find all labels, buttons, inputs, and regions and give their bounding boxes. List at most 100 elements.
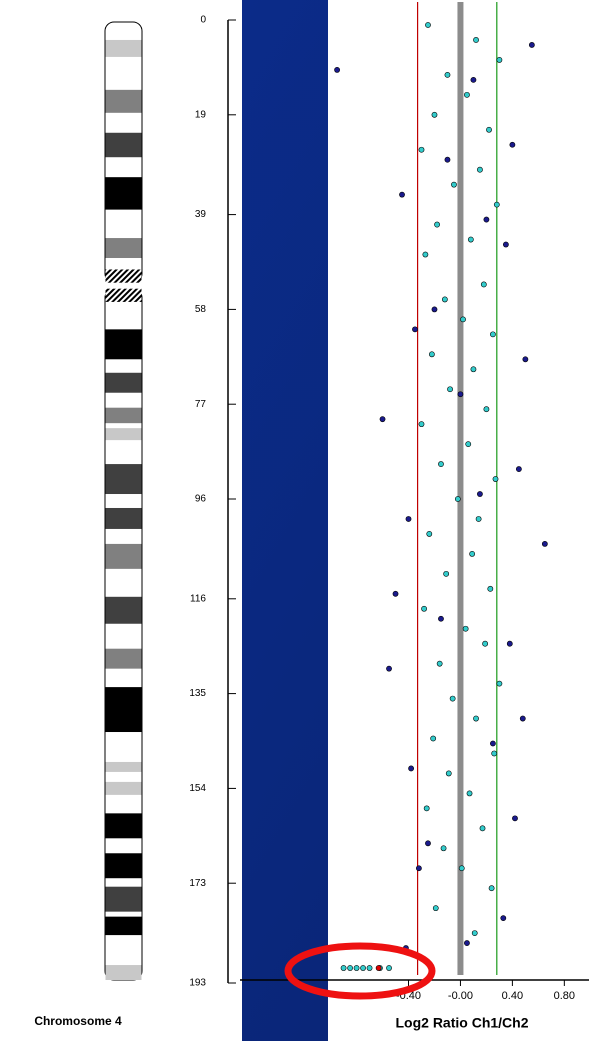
centromere-gap bbox=[104, 282, 143, 289]
point bbox=[438, 461, 444, 467]
point bbox=[462, 625, 469, 632]
x-axis-title: Log2 Ratio Ch1/Ch2 bbox=[395, 1015, 528, 1031]
band bbox=[105, 687, 142, 733]
point bbox=[471, 930, 478, 937]
y-tick-label: 77 bbox=[195, 399, 207, 410]
band bbox=[105, 761, 142, 772]
point bbox=[491, 750, 498, 757]
point bbox=[444, 156, 451, 163]
point bbox=[464, 940, 470, 946]
point bbox=[512, 815, 518, 822]
point bbox=[475, 516, 482, 522]
point bbox=[483, 406, 490, 413]
point bbox=[334, 66, 340, 73]
point bbox=[515, 466, 522, 472]
point bbox=[360, 965, 366, 971]
point bbox=[466, 790, 473, 797]
point bbox=[477, 166, 483, 173]
band bbox=[105, 329, 142, 360]
band bbox=[105, 177, 142, 210]
band bbox=[105, 372, 142, 393]
point bbox=[477, 491, 483, 497]
band bbox=[105, 464, 142, 495]
band bbox=[105, 596, 142, 624]
point bbox=[464, 91, 470, 98]
band bbox=[105, 916, 142, 936]
band bbox=[105, 965, 142, 981]
point bbox=[379, 416, 386, 423]
point bbox=[430, 735, 437, 742]
point bbox=[425, 840, 431, 847]
point bbox=[458, 865, 465, 872]
point bbox=[528, 42, 535, 48]
point bbox=[490, 740, 496, 747]
point bbox=[502, 241, 509, 248]
band bbox=[105, 39, 142, 57]
point bbox=[470, 76, 477, 83]
ideogram-title: Chromosome 4 bbox=[34, 1014, 122, 1028]
band bbox=[105, 89, 142, 113]
point bbox=[470, 366, 477, 373]
point bbox=[421, 605, 427, 612]
point bbox=[408, 765, 415, 772]
point bbox=[340, 965, 347, 971]
point bbox=[412, 326, 418, 333]
point bbox=[493, 201, 500, 208]
y-tick-label: 58 bbox=[195, 304, 207, 315]
point bbox=[431, 306, 438, 313]
band bbox=[105, 886, 142, 912]
point bbox=[469, 550, 476, 557]
point bbox=[483, 216, 490, 223]
point bbox=[445, 770, 452, 777]
point bbox=[422, 251, 429, 258]
point bbox=[473, 37, 479, 43]
band bbox=[105, 407, 142, 424]
band bbox=[105, 428, 142, 441]
point bbox=[454, 496, 461, 502]
point bbox=[347, 965, 353, 971]
point bbox=[405, 516, 412, 522]
point bbox=[441, 296, 448, 303]
point bbox=[449, 695, 456, 702]
point bbox=[440, 845, 447, 852]
point bbox=[428, 351, 435, 358]
y-tick-label: 116 bbox=[190, 593, 206, 604]
x-tick-label: 0.80 bbox=[554, 990, 575, 1002]
point bbox=[519, 715, 526, 722]
point bbox=[488, 885, 495, 892]
point bbox=[434, 221, 440, 228]
point bbox=[392, 590, 399, 597]
point bbox=[541, 541, 548, 547]
point bbox=[482, 640, 489, 647]
y-tick-label: 96 bbox=[195, 494, 207, 505]
x-tick-label: 0.40 bbox=[502, 990, 523, 1002]
point bbox=[473, 715, 479, 722]
point bbox=[443, 570, 450, 577]
point bbox=[500, 915, 507, 922]
point bbox=[353, 965, 360, 971]
point bbox=[418, 146, 425, 153]
point bbox=[432, 905, 439, 912]
band bbox=[105, 507, 142, 529]
band bbox=[105, 543, 142, 569]
point bbox=[426, 531, 433, 537]
point bbox=[522, 356, 529, 363]
point bbox=[487, 585, 494, 592]
point bbox=[386, 965, 392, 971]
point bbox=[431, 111, 438, 118]
y-tick-label: 19 bbox=[195, 109, 207, 120]
y-tick-label: 154 bbox=[189, 783, 206, 794]
point bbox=[451, 181, 457, 188]
y-tick-label: 173 bbox=[189, 878, 206, 889]
point bbox=[436, 660, 443, 667]
band bbox=[105, 853, 142, 879]
point bbox=[465, 441, 472, 448]
band bbox=[105, 648, 142, 669]
point bbox=[480, 281, 487, 288]
x-tick-label: -0.00 bbox=[448, 990, 473, 1002]
point bbox=[467, 236, 474, 243]
point bbox=[479, 825, 486, 832]
point bbox=[457, 391, 464, 398]
